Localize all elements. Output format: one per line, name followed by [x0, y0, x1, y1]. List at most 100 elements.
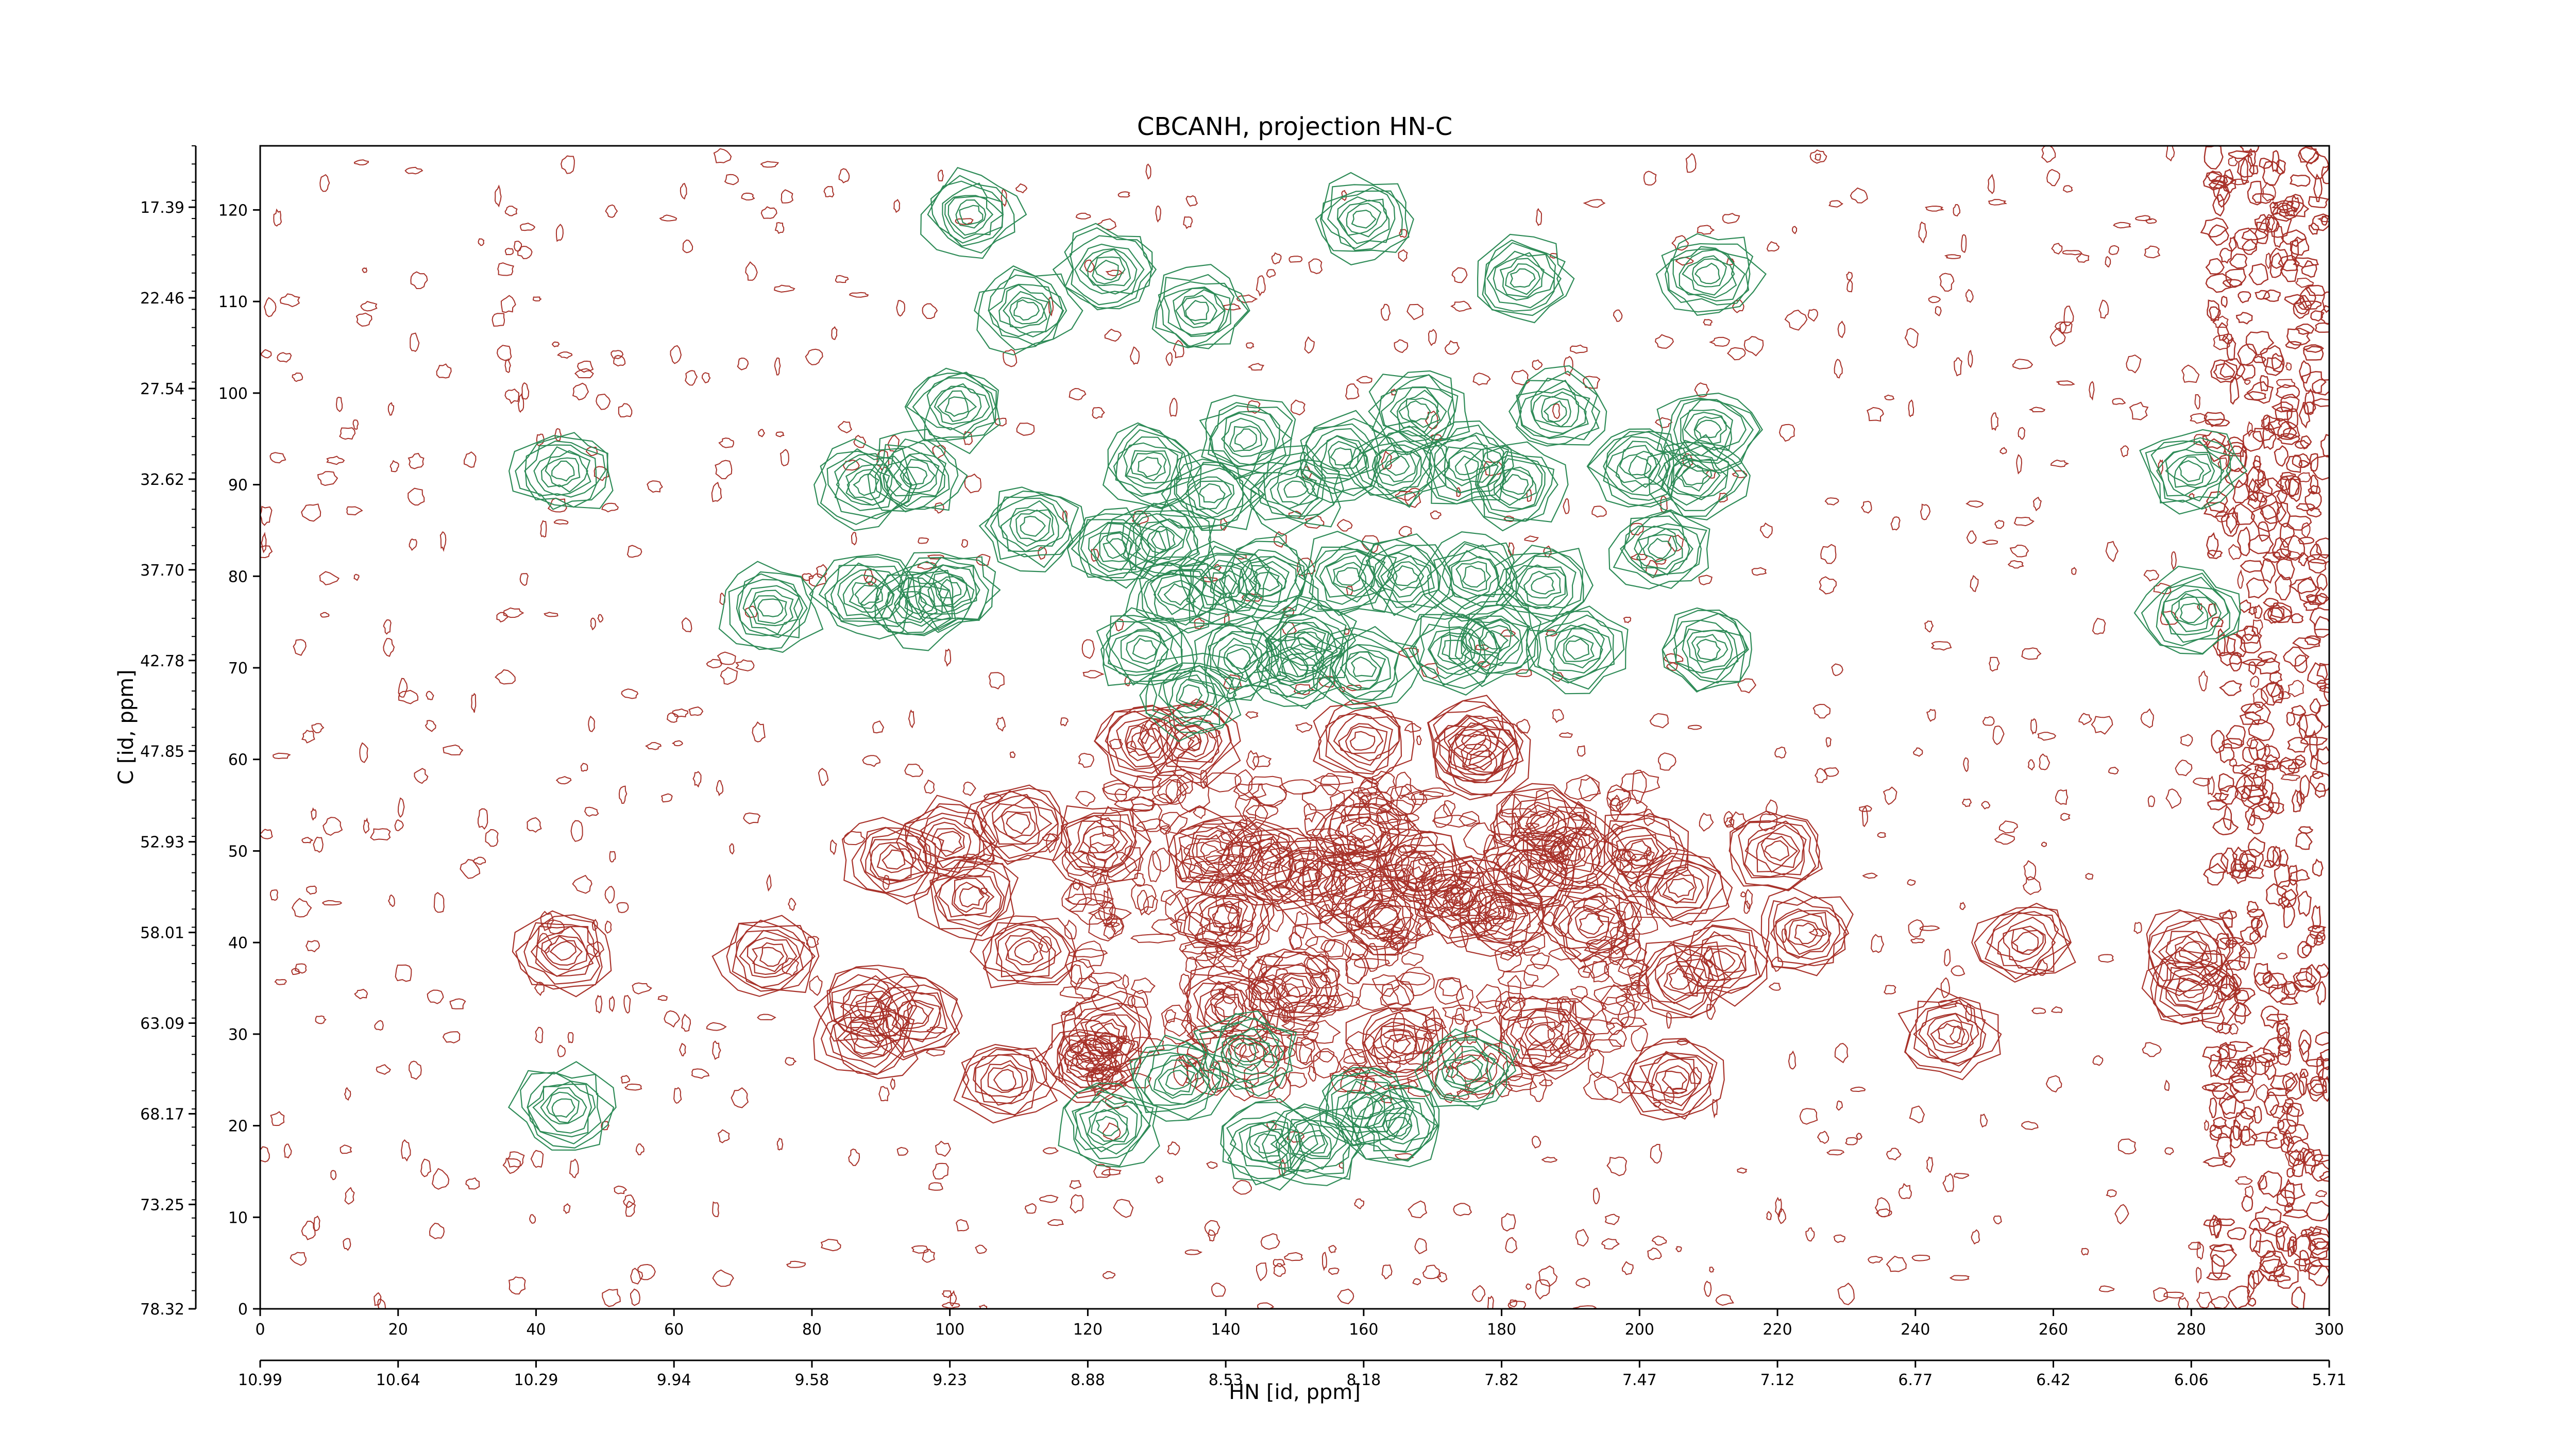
negative-peak [2175, 596, 2209, 626]
negative-peak [947, 195, 994, 236]
noise-contour [2276, 1019, 2290, 1037]
haze-contour [1306, 953, 1330, 974]
positive-peak [994, 923, 1062, 978]
noise-contour [2233, 989, 2249, 1005]
noise-contour [1336, 519, 1353, 532]
noise-contour [503, 607, 524, 618]
haze-contour [1315, 983, 1353, 1012]
noise-contour [2316, 663, 2329, 681]
haze-contour [1380, 984, 1412, 1013]
negative-peak [1419, 624, 1486, 680]
positive-peak [876, 844, 914, 873]
noise-contour [666, 712, 679, 723]
noise-contour [604, 886, 615, 904]
noise-contour [2255, 1206, 2282, 1232]
noise-contour [735, 659, 755, 671]
negative-peak [1603, 431, 1674, 501]
positive-peak [929, 860, 1012, 937]
noise-contour [2257, 651, 2278, 663]
noise-contour [1675, 257, 1694, 266]
noise-contour [1954, 1173, 1970, 1179]
noise-contour [2311, 1241, 2329, 1250]
positive-peak [1639, 1051, 1713, 1111]
positive-peak [1130, 729, 1157, 752]
positive-peak [978, 790, 1059, 859]
noise-contour [2285, 1072, 2305, 1100]
negative-peak [1663, 397, 1761, 472]
positive-peak [1590, 813, 1689, 898]
negative-peak [2179, 602, 2204, 624]
noise-contour [2212, 817, 2239, 836]
noise-contour [320, 612, 330, 618]
negative-peak [524, 440, 606, 508]
noise-contour [585, 446, 598, 457]
noise-contour [688, 706, 704, 716]
positive-peak [1650, 1058, 1696, 1099]
noise-contour [2206, 170, 2222, 182]
noise-contour [506, 1151, 525, 1168]
positive-peak [1257, 850, 1280, 871]
noise-contour [2318, 1171, 2329, 1182]
positive-peak [512, 910, 612, 998]
noise-contour [1850, 1086, 1866, 1092]
y-ppm-tick-label: 17.39 [140, 199, 184, 217]
haze-contour [1371, 974, 1400, 997]
noise-contour [2305, 933, 2319, 948]
noise-contour [2276, 490, 2287, 504]
noise-contour [335, 396, 343, 412]
haze-contour [1497, 970, 1539, 989]
noise-contour [2208, 1054, 2223, 1077]
noise-contour [2303, 346, 2324, 361]
positive-peak [1220, 821, 1312, 902]
haze-contour [1086, 841, 1118, 873]
noise-contour [317, 471, 338, 486]
noise-contour [1273, 1263, 1286, 1277]
positive-peak [972, 784, 1069, 863]
noise-contour [1604, 1214, 1620, 1225]
noise-contour [2260, 681, 2284, 706]
noise-contour [625, 1200, 636, 1217]
noise-contour [757, 1014, 776, 1021]
noise-contour [2250, 803, 2275, 820]
y-ppm-tick-label: 37.70 [140, 562, 184, 580]
noise-contour [2207, 299, 2220, 321]
negative-peak [998, 284, 1052, 338]
positive-peak [1421, 860, 1502, 932]
noise-contour [2304, 284, 2326, 296]
noise-contour [2272, 845, 2282, 867]
negative-peak [1493, 466, 1537, 506]
haze-contour [1631, 769, 1647, 804]
noise-contour [786, 1260, 806, 1268]
negative-peak [2165, 448, 2225, 496]
noise-contour [436, 363, 452, 379]
negative-peak [955, 199, 987, 229]
noise-contour [2297, 300, 2322, 310]
noise-contour [1615, 996, 1628, 1007]
noise-contour [2257, 521, 2270, 542]
positive-peak [1744, 820, 1805, 878]
haze-contour [1301, 785, 1345, 811]
noise-contour [555, 224, 564, 242]
noise-contour [2237, 569, 2244, 589]
negative-peak [1244, 621, 1346, 707]
negative-peak [1608, 509, 1710, 590]
negative-peak [1532, 391, 1580, 428]
noise-contour [2226, 724, 2246, 746]
negative-peak [1660, 444, 1729, 506]
noise-contour [401, 1139, 411, 1162]
negative-peak [1464, 441, 1569, 532]
negative-peak [934, 385, 982, 425]
noise-contour [2218, 1041, 2231, 1070]
noise-contour [2275, 1227, 2285, 1251]
noise-contour [2280, 394, 2300, 412]
x-ppm-tick-label: 10.29 [514, 1371, 558, 1389]
noise-contour [1104, 328, 1122, 342]
negative-peak [540, 1087, 587, 1125]
positive-peak [1064, 1041, 1111, 1083]
noise-contour [2007, 560, 2024, 569]
noise-contour [926, 1026, 946, 1034]
positive-peak [1362, 897, 1406, 936]
positive-peak [544, 935, 583, 966]
noise-contour [2267, 418, 2293, 437]
noise-contour [410, 332, 420, 352]
